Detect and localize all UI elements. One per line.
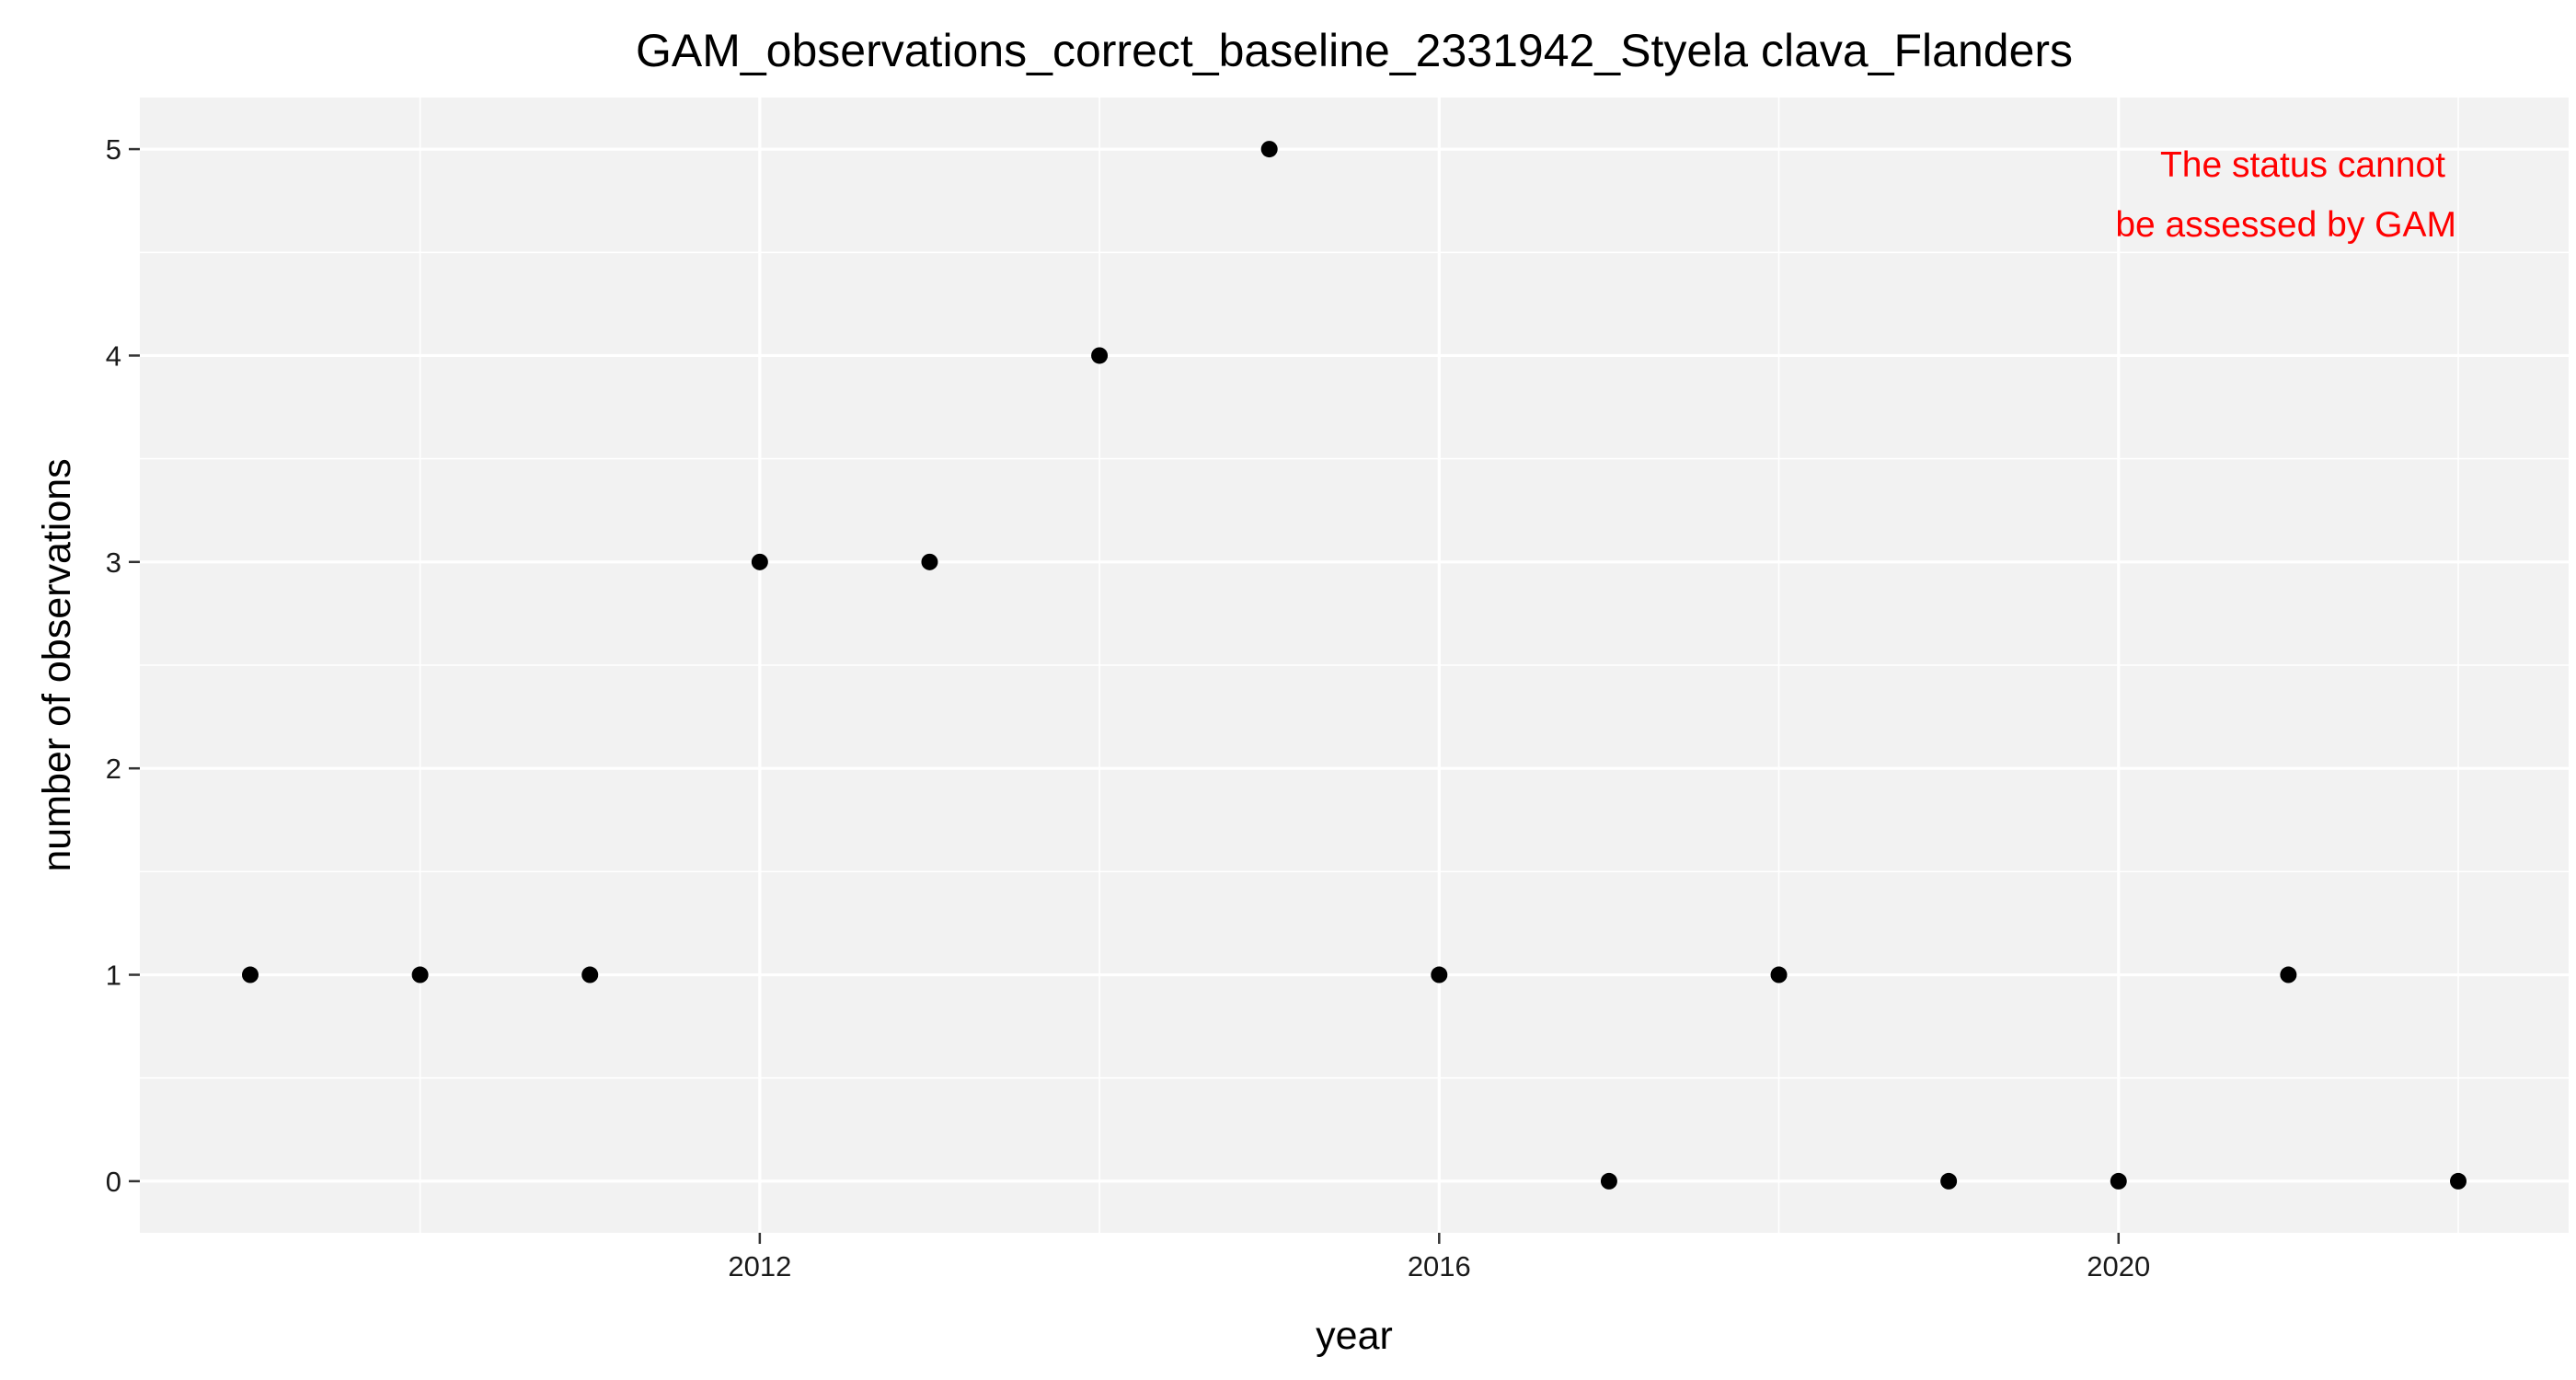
data-point (1091, 347, 1109, 364)
y-tick-label: 3 (106, 546, 121, 579)
major-gridlines (140, 98, 2569, 1233)
data-point (1770, 966, 1788, 983)
data-point (411, 966, 429, 983)
y-tick-label: 1 (106, 960, 121, 992)
data-point (2110, 1172, 2127, 1190)
x-tick-label: 2012 (728, 1250, 791, 1282)
chart-title: GAM_observations_correct_baseline_233194… (636, 25, 2073, 76)
y-tick-label: 4 (106, 339, 121, 372)
data-point (1940, 1172, 1958, 1190)
y-axis-title: number of observations (35, 458, 79, 871)
data-points (242, 141, 2467, 1190)
y-tick-label: 0 (106, 1166, 121, 1198)
data-point (921, 553, 938, 570)
data-point (1260, 141, 1278, 158)
annotation-line-1: The status cannot (2160, 145, 2445, 185)
data-point (1431, 966, 1448, 983)
x-tick-label: 2020 (2087, 1250, 2150, 1282)
data-point (581, 966, 599, 983)
data-point (2450, 1172, 2467, 1190)
x-axis: 2012 2016 2020 (728, 1233, 2150, 1282)
y-axis: 0 1 2 3 4 5 (106, 133, 140, 1198)
data-point (2280, 966, 2297, 983)
y-tick-label: 2 (106, 753, 121, 785)
y-tick-label: 5 (106, 133, 121, 166)
data-point (242, 966, 259, 983)
data-point (1600, 1172, 1617, 1190)
x-axis-title: year (1316, 1314, 1393, 1358)
x-tick-label: 2016 (1408, 1250, 1471, 1282)
data-point (751, 553, 768, 570)
minor-gridlines (140, 98, 2569, 1233)
annotation-line-2: be assessed by GAM (2115, 205, 2456, 245)
